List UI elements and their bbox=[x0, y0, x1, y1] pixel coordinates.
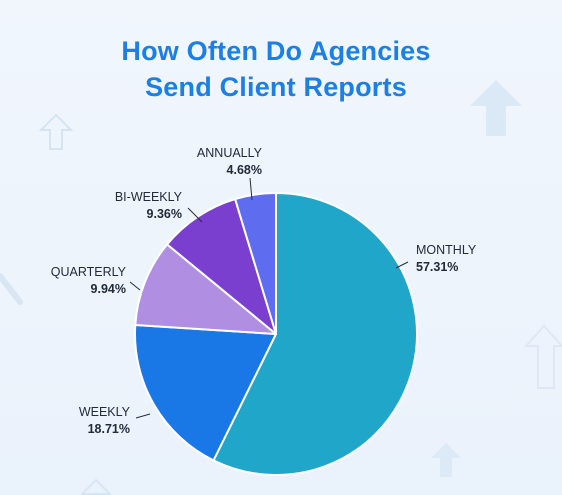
slice-label-monthly: MONTHLY bbox=[416, 243, 477, 257]
arrow-up-icon bbox=[470, 80, 522, 136]
slice-value-bi-weekly: 9.36% bbox=[147, 207, 182, 221]
slice-label-bi-weekly: BI-WEEKLY bbox=[115, 190, 183, 204]
leader-line-quarterly bbox=[129, 281, 141, 291]
chart-title-line-1: How Often Do Agencies bbox=[121, 36, 431, 66]
leader-line-annually bbox=[249, 177, 253, 201]
slice-value-monthly: 57.31% bbox=[416, 260, 458, 274]
chart-title-line-2: Send Client Reports bbox=[145, 72, 407, 102]
arrow-up-icon bbox=[80, 478, 112, 495]
leader-line-monthly bbox=[395, 261, 409, 269]
slice-value-quarterly: 9.94% bbox=[91, 282, 126, 296]
pie-slice-bi-weekly bbox=[166, 198, 277, 335]
diagonal-line-icon bbox=[0, 273, 23, 305]
pie-slice-quarterly bbox=[134, 243, 277, 335]
arrow-up-icon bbox=[431, 443, 461, 477]
pie-slice-monthly bbox=[212, 192, 418, 476]
slice-label-quarterly: QUARTERLY bbox=[51, 265, 127, 279]
arrow-up-icon bbox=[38, 113, 74, 150]
slice-value-weekly: 18.71% bbox=[88, 422, 130, 436]
pie-slice-weekly bbox=[134, 323, 277, 462]
slice-value-annually: 4.68% bbox=[227, 163, 262, 177]
slice-label-annually: ANNUALLY bbox=[197, 146, 263, 160]
leader-line-bi-weekly bbox=[187, 207, 203, 223]
leader-line-weekly bbox=[135, 413, 151, 419]
slice-label-weekly: WEEKLY bbox=[79, 405, 131, 419]
chart-title: How Often Do Agencies Send Client Report… bbox=[0, 33, 552, 105]
pie-slice-annually bbox=[234, 192, 277, 335]
arrow-up-icon bbox=[523, 324, 562, 389]
